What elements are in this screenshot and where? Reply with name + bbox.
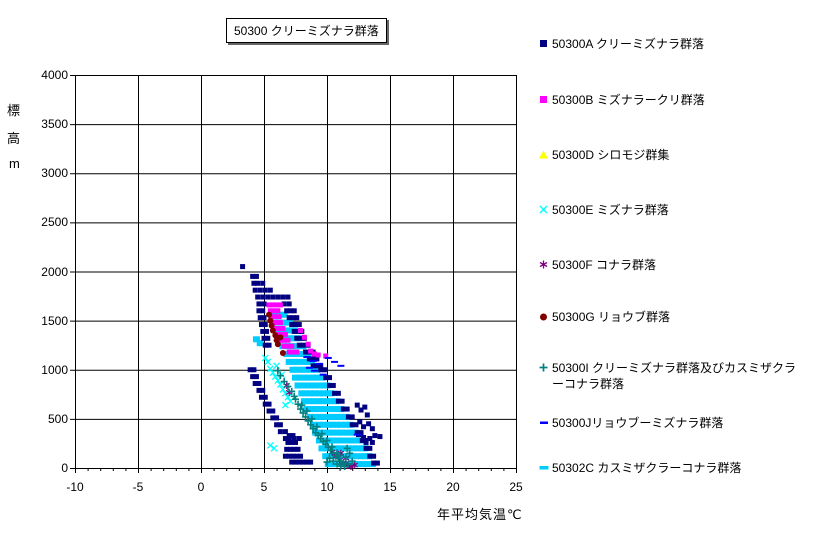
legend-label-50300D: 50300D シロモジ群集	[552, 148, 670, 162]
legend-item-50302C[interactable]: 50302C カスミザクラーコナラ群落	[538, 460, 806, 476]
series-50300A-points[interactable]	[240, 264, 383, 466]
y-tick-label-3500: 3500	[41, 117, 68, 132]
y-tick-label-0: 0	[61, 461, 68, 475]
chart-legend: 50300A クリーミズナラ群落 50300B ミズナラークリ群落 50300D シ…	[538, 0, 810, 534]
legend-marker-square-icon	[538, 94, 550, 106]
series-50300I-points[interactable]	[274, 367, 356, 471]
legend-label-50300A: 50300A クリーミズナラ群落	[552, 37, 705, 51]
x-tick-label-25: 25	[509, 480, 523, 494]
x-axis-title: 年平均気温℃	[437, 507, 523, 522]
legend-marker-x-icon	[538, 204, 550, 216]
legend-marker-square-icon	[538, 38, 550, 50]
y-tick-label-4000: 4000	[41, 68, 68, 82]
legend-label-50300I: 50300I クリーミズナラ群落及びカスミザクラーコナラ群落	[552, 361, 797, 391]
legend-label-50300G: 50300G リョウブ群落	[552, 310, 671, 324]
x-tick-label-10: 10	[320, 480, 334, 494]
y-axis-title-char-3: m	[9, 156, 20, 171]
legend-label-50300B: 50300B ミズナラークリ群落	[552, 93, 705, 107]
legend-marker-dash-icon	[538, 417, 550, 429]
legend-marker-star-icon	[538, 259, 550, 271]
series-50300J-points[interactable]	[303, 355, 361, 436]
legend-label-50300E: 50300E ミズナラ群落	[552, 203, 669, 217]
y-tick-label-1500: 1500	[41, 313, 68, 328]
legend-marker-dash-wide-icon	[538, 462, 550, 474]
y-axis-title-char-1: 標	[7, 103, 21, 118]
legend-marker-plus-icon	[538, 362, 550, 374]
y-tick-label-2000: 2000	[41, 264, 68, 279]
legend-item-50300A[interactable]: 50300A クリーミズナラ群落	[538, 36, 806, 52]
x-tick-label--5: -5	[132, 480, 144, 494]
legend-item-50300I[interactable]: 50300I クリーミズナラ群落及びカスミザクラーコナラ群落	[538, 360, 806, 392]
legend-item-50300J[interactable]: 50300Jリョウブーミズナラ群落	[538, 415, 806, 431]
legend-item-50300G[interactable]: 50300G リョウブ群落	[538, 309, 806, 325]
x-tick-label-20: 20	[446, 480, 460, 494]
legend-marker-triangle-icon	[538, 149, 550, 161]
legend-label-50302C: 50302C カスミザクラーコナラ群落	[552, 461, 742, 475]
legend-item-50300E[interactable]: 50300E ミズナラ群落	[538, 202, 806, 218]
y-tick-label-1000: 1000	[41, 362, 68, 377]
y-tick-label-3000: 3000	[41, 166, 68, 181]
y-tick-label-500: 500	[47, 411, 68, 426]
series-50300G-points[interactable]	[266, 311, 286, 357]
chart-title[interactable]: 50300 クリーミズナラ群落	[226, 18, 387, 43]
series-50300B-points[interactable]	[266, 302, 329, 359]
legend-marker-circle-icon	[538, 311, 550, 323]
x-tick-label-15: 15	[383, 480, 397, 494]
legend-label-50300F: 50300F コナラ群落	[552, 258, 657, 272]
legend-item-50300B[interactable]: 50300B ミズナラークリ群落	[538, 92, 806, 108]
y-tick-label-2500: 2500	[41, 215, 68, 230]
x-tick-label--10: -10	[66, 480, 84, 494]
legend-item-50300D[interactable]: 50300D シロモジ群集	[538, 147, 806, 163]
legend-label-50300J: 50300Jリョウブーミズナラ群落	[552, 416, 724, 430]
legend-item-50300F[interactable]: 50300F コナラ群落	[538, 257, 806, 273]
y-axis-title-char-2: 高	[7, 131, 21, 146]
x-tick-label-5: 5	[260, 480, 268, 494]
x-tick-label-0: 0	[197, 480, 205, 494]
